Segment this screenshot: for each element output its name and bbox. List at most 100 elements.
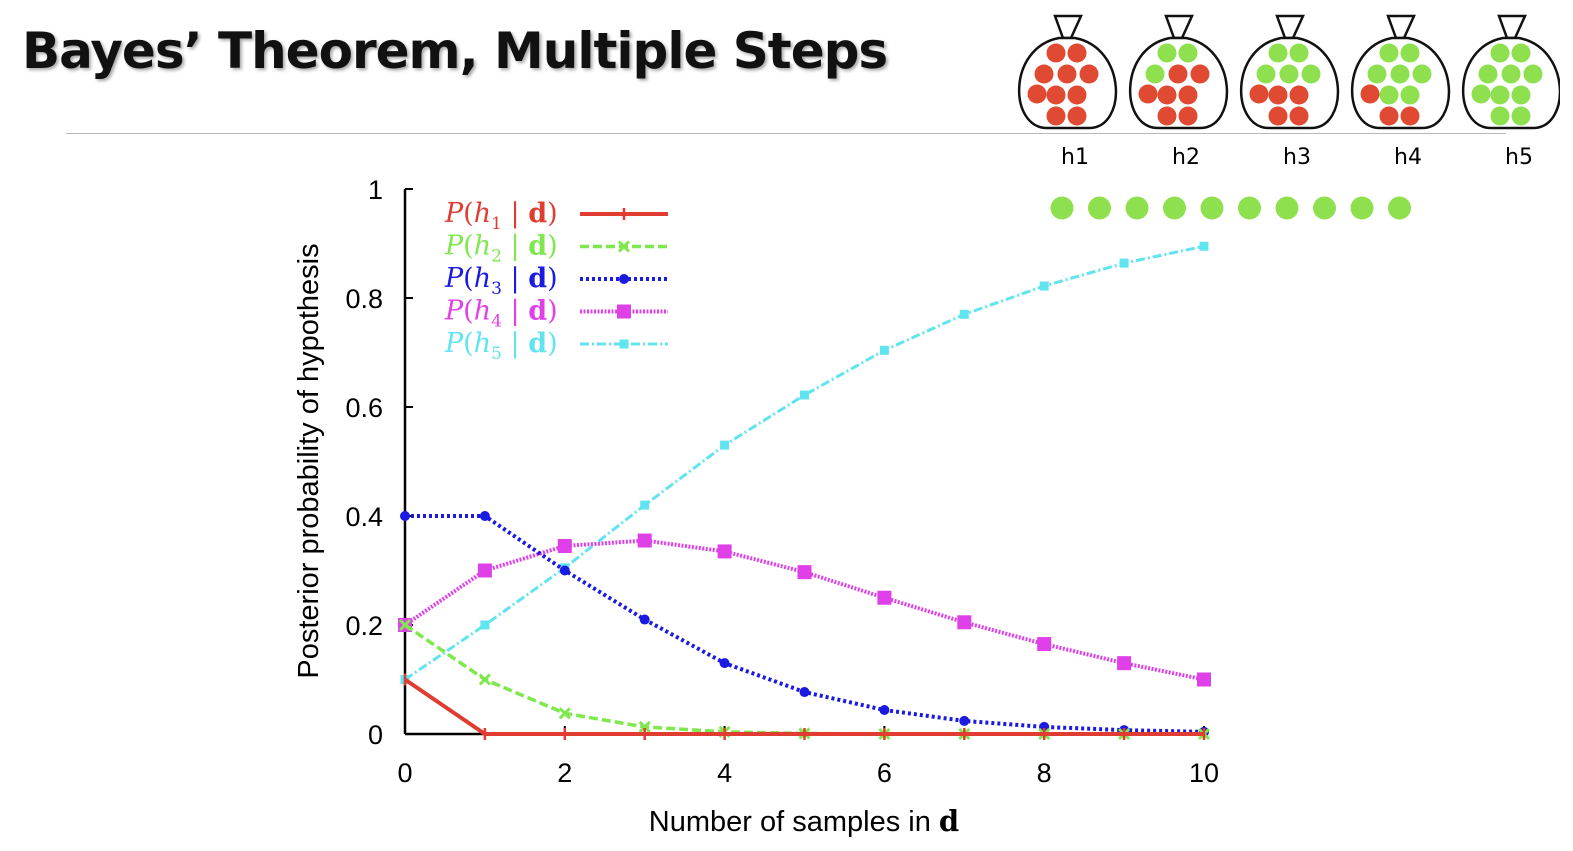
green-ball xyxy=(1511,106,1531,126)
legend-marker xyxy=(617,240,631,253)
series-h1 xyxy=(403,673,1206,740)
data-point xyxy=(879,345,889,355)
observed-sample-ball xyxy=(1350,196,1374,220)
data-point xyxy=(477,563,492,578)
x-tick-label: 4 xyxy=(717,758,732,788)
green-ball xyxy=(1279,64,1299,84)
data-point xyxy=(480,620,490,630)
red-ball xyxy=(1157,106,1177,126)
y-tick-label: 0 xyxy=(368,720,383,750)
data-point xyxy=(637,533,652,548)
red-ball xyxy=(1379,106,1399,126)
green-ball xyxy=(1289,43,1309,63)
bag-h2 xyxy=(1129,14,1229,130)
data-point xyxy=(400,511,410,521)
red-ball xyxy=(1178,106,1198,126)
data-point xyxy=(1197,672,1211,687)
observed-sample-ball xyxy=(1088,196,1111,220)
data-point xyxy=(638,720,651,733)
green-ball xyxy=(1390,64,1410,84)
green-ball xyxy=(1478,64,1498,84)
x-tick-label: 0 xyxy=(397,758,412,788)
series-line xyxy=(404,623,1204,736)
bag-label: h1 xyxy=(1061,145,1089,170)
legend-label: P(h5 | d) xyxy=(444,328,558,364)
green-ball xyxy=(1471,84,1491,104)
observed-sample-ball xyxy=(1050,196,1074,220)
red-ball xyxy=(1138,84,1158,104)
red-ball xyxy=(1168,64,1188,84)
red-ball xyxy=(1249,84,1269,104)
legend-marker xyxy=(619,274,629,284)
slide-title: Bayes’ Theorem, Multiple Steps xyxy=(22,22,888,80)
green-ball xyxy=(1256,64,1276,84)
y-axis-label: Posterior probability of hypothesis xyxy=(293,243,325,678)
green-ball xyxy=(1379,85,1399,105)
green-ball xyxy=(1178,43,1198,63)
observed-sample-ball xyxy=(1163,196,1186,220)
observed-sample-ball xyxy=(1125,196,1149,220)
y-tick-label: 0.8 xyxy=(345,284,383,314)
red-ball xyxy=(1289,106,1309,126)
red-ball xyxy=(1289,85,1309,105)
data-point xyxy=(717,544,732,559)
green-ball xyxy=(1379,43,1399,63)
red-ball xyxy=(1157,85,1177,105)
y-tick-label: 0.2 xyxy=(345,611,383,641)
green-ball xyxy=(1412,64,1432,84)
legend-label: P(h3 | d) xyxy=(444,263,558,299)
bag-h3 xyxy=(1240,14,1340,130)
red-ball xyxy=(1034,64,1054,84)
series-line xyxy=(403,538,1205,682)
green-ball xyxy=(1501,64,1521,84)
data-point xyxy=(558,707,571,720)
data-point xyxy=(799,687,810,698)
red-ball xyxy=(1046,106,1066,126)
bag-h5 xyxy=(1462,14,1560,130)
red-ball xyxy=(1067,85,1087,105)
green-ball xyxy=(1301,64,1321,84)
green-ball xyxy=(1367,64,1387,84)
legend-label: P(h2 | d) xyxy=(444,231,558,267)
data-point xyxy=(478,673,491,686)
data-point xyxy=(639,614,650,625)
green-ball xyxy=(1490,85,1510,105)
bag-label: h2 xyxy=(1172,145,1200,170)
series-h3 xyxy=(400,511,1209,737)
data-point xyxy=(557,538,572,553)
data-point xyxy=(797,565,812,580)
data-point xyxy=(959,715,970,726)
observed-sample-ball xyxy=(1200,196,1224,220)
green-ball xyxy=(1400,85,1420,105)
x-tick-label: 10 xyxy=(1189,758,1219,788)
data-point xyxy=(1117,656,1132,671)
hypothesis-bags: h1 h2 h3 h4 h5 xyxy=(1018,14,1560,170)
y-tick-label: 0.4 xyxy=(345,502,383,532)
data-point xyxy=(877,590,892,605)
red-ball xyxy=(1268,85,1288,105)
x-axis-label: Number of samples in d xyxy=(649,804,959,838)
data-point xyxy=(1199,241,1209,251)
red-ball xyxy=(1057,64,1077,84)
green-ball xyxy=(1157,43,1177,63)
series-line xyxy=(405,514,1205,734)
data-point xyxy=(1037,637,1052,652)
legend-label: P(h4 | d) xyxy=(444,296,558,332)
green-ball xyxy=(1490,43,1510,63)
observed-sample-ball xyxy=(1313,196,1336,220)
data-point xyxy=(957,615,972,630)
red-ball xyxy=(1268,106,1288,126)
bag-h4 xyxy=(1351,14,1451,130)
bag-label: h3 xyxy=(1283,145,1311,170)
legend-marker xyxy=(619,339,629,349)
data-point xyxy=(1119,258,1129,268)
observed-sample-ball xyxy=(1388,196,1411,220)
red-ball xyxy=(1400,106,1420,126)
red-ball xyxy=(1046,85,1066,105)
y-tick-label: 0.6 xyxy=(345,393,383,423)
green-ball xyxy=(1490,106,1510,126)
data-point xyxy=(800,390,809,400)
y-tick-label: 1 xyxy=(368,175,383,205)
data-point xyxy=(559,565,570,576)
